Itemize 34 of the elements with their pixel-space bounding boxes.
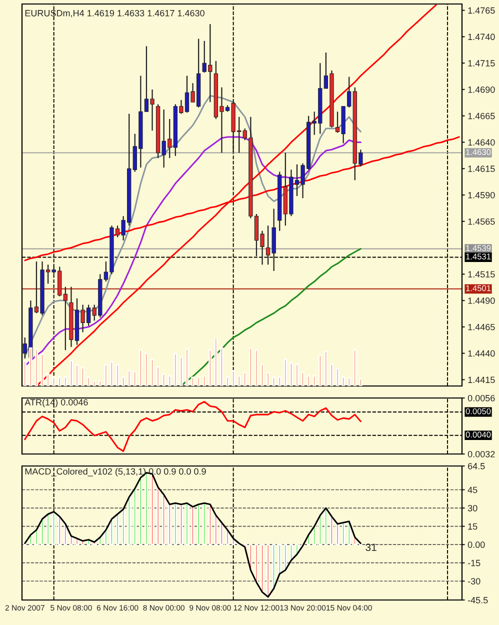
chart-title: ATR(14) 0.0046 <box>24 398 88 408</box>
ref-line-label: 1.4539 <box>466 245 491 252</box>
y-tick-label: 1.4415 <box>468 376 495 384</box>
ref-line-label: 1.4630 <box>466 149 491 156</box>
y-tick-label: 1.4490 <box>468 297 495 304</box>
y-tick-label: 45 <box>468 486 478 494</box>
y-tick-label: 1.4715 <box>468 60 495 66</box>
y-tick-label: 30 <box>468 504 478 512</box>
ref-line-label: 1.4501 <box>466 285 491 292</box>
y-tick-label: 1.4565 <box>468 218 495 225</box>
y-tick-label: 1.4590 <box>468 192 495 198</box>
y-tick-label: 1.4615 <box>468 166 495 172</box>
y-tick-label: -30 <box>468 578 480 584</box>
y-tick-label: 64.5 <box>468 462 485 470</box>
y-tick-label: 1.4465 <box>468 324 495 330</box>
y-tick-label: 1.4640 <box>468 139 495 146</box>
y-tick-label: 1.4440 <box>468 350 495 357</box>
chart-title: MACD_Colored_v102 (5,13,1) 0.0 0.9 0.0 0.9 <box>25 468 206 476</box>
y-tick-label: 1.4665 <box>468 112 495 120</box>
text: EURUSDm,H4 1.4619 1.4633 1.4617 1.4630 <box>25 10 204 18</box>
y-tick-label: -15 <box>468 560 480 566</box>
y-tick-label: 1.4515 <box>468 271 495 278</box>
y-tick-label: 1.4740 <box>468 34 495 40</box>
y-tick-label: 0.0032 <box>468 450 495 458</box>
y-tick-label: 0.0056 <box>468 394 495 402</box>
y-tick-label: -45.5 <box>468 597 488 604</box>
y-tick-label: 15 <box>468 523 478 530</box>
y-tick-label: 1.4765 <box>468 7 495 14</box>
y-tick-label: 0.00 <box>468 542 485 548</box>
y-tick-label: 1.4690 <box>468 86 495 93</box>
ref-line-label: 0.0040 <box>466 432 491 438</box>
ref-line-label: 1.4531 <box>466 254 491 260</box>
annotation: 31 <box>366 544 376 552</box>
ref-line-label: 0.0050 <box>466 408 491 414</box>
